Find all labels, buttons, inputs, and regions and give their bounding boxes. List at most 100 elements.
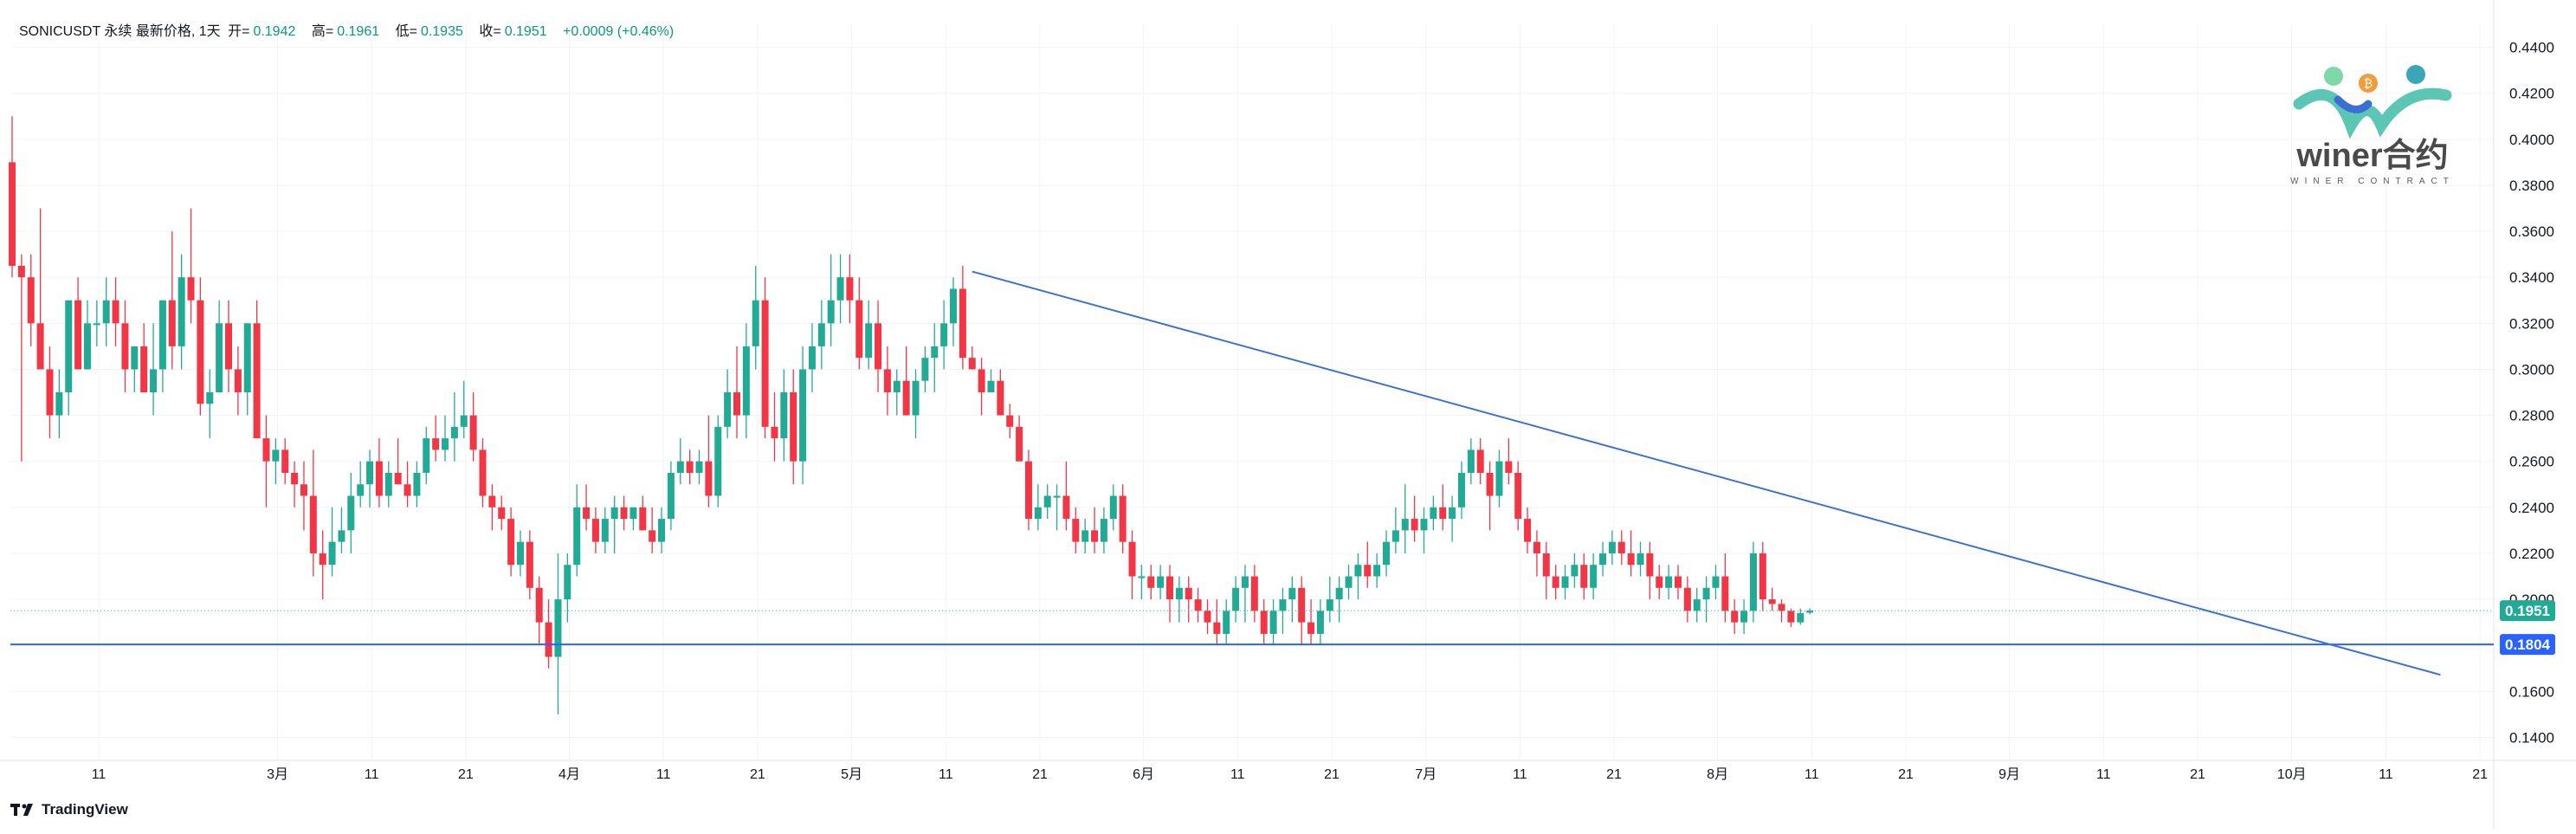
symbol-header: SONICUSDT 永续 最新价格, 1天 开= 0.1942 高= 0.1961 … (19, 19, 677, 40)
low-label: 低= (395, 24, 417, 39)
x-tick-label: 21 (2190, 767, 2205, 782)
x-tick-label: 8月 (1707, 767, 1728, 782)
candle-body (1241, 576, 1249, 588)
candle-body (1373, 565, 1381, 577)
candle-body (347, 495, 355, 531)
candle-body (564, 565, 571, 600)
candle-body (442, 438, 449, 450)
x-tick-label: 11 (1804, 767, 1819, 782)
candle-body (799, 369, 807, 462)
candle-body (150, 369, 158, 392)
candle-body (855, 300, 863, 359)
candle-body (1617, 541, 1625, 553)
candle-body (328, 541, 336, 566)
candle-body (423, 438, 430, 473)
candle-body (1128, 541, 1136, 577)
candle-body (1787, 611, 1795, 623)
candle-body (102, 300, 110, 324)
watermark-name: winer合约 (2295, 138, 2448, 174)
candle-body (9, 162, 16, 266)
tradingview-brand[interactable]: TradingView (10, 801, 128, 818)
candle-body (1364, 565, 1372, 577)
candle-body (1740, 611, 1748, 623)
candle-body (1091, 530, 1099, 542)
y-tick-label: 0.3000 (2509, 361, 2554, 378)
candle-body (1580, 565, 1588, 588)
candle-body (1288, 587, 1296, 600)
candle-body (714, 426, 722, 496)
candle-body (883, 369, 891, 392)
candle-body (460, 415, 468, 427)
candle-body (216, 323, 223, 392)
candle-body (1260, 611, 1268, 634)
candle-body (1006, 415, 1014, 427)
resistance-trendline (972, 270, 2441, 676)
watermark-logo: ₿ winer合约 WINER CONTRACT (2290, 65, 2455, 186)
candle-body (46, 369, 54, 416)
candle-body (742, 346, 750, 416)
x-tick-label: 21 (1032, 767, 1048, 782)
candle-body (1552, 576, 1559, 588)
change-value: +0.0009 (+0.46%) (563, 24, 675, 39)
candle-body (1430, 507, 1437, 520)
candle-body (921, 358, 929, 381)
candle-body (1147, 576, 1155, 588)
candle-body (752, 300, 759, 346)
candle-body (629, 507, 637, 520)
candle-body (1166, 576, 1174, 600)
candle-body (902, 380, 910, 416)
x-tick-label: 4月 (558, 767, 580, 782)
x-tick-label: 11 (656, 767, 671, 782)
x-tick-label: 5月 (841, 767, 862, 782)
candle-body (1457, 472, 1465, 508)
y-tick-label: 0.3600 (2509, 223, 2554, 240)
watermark-sub: WINER CONTRACT (2290, 177, 2455, 186)
price-tag (2500, 634, 2555, 656)
x-tick-label: 11 (1513, 767, 1527, 782)
candle-body (243, 323, 251, 392)
candle-body (1043, 495, 1051, 508)
candle-body (1693, 599, 1701, 611)
symbol-label: SONICUSDT 永续 最新价格, 1天 (19, 24, 221, 39)
candle-body (140, 346, 148, 392)
candle-body (1768, 599, 1776, 604)
candle-body (526, 541, 533, 588)
candle-body (865, 323, 873, 359)
candle-body (1411, 519, 1418, 531)
candle-body (1138, 576, 1146, 579)
candle-body (1656, 576, 1663, 588)
candle-body (545, 622, 552, 657)
candle-body (83, 323, 91, 370)
candle-body (1665, 576, 1673, 588)
y-tick-label: 0.4200 (2509, 86, 2554, 102)
candle-body (158, 300, 166, 370)
candle-body (1524, 519, 1532, 542)
candle-body (686, 461, 694, 473)
x-tick-label: 11 (939, 767, 953, 782)
x-tick-label: 10月 (2277, 767, 2307, 782)
candle-body (1721, 576, 1729, 611)
candle-body (1081, 530, 1089, 542)
candle-body (168, 300, 176, 346)
candle-body (366, 461, 374, 485)
x-tick-label: 6月 (1133, 767, 1154, 782)
y-tick-label: 0.2800 (2509, 408, 2554, 424)
candle-body (272, 449, 280, 462)
high-label: 高= (311, 24, 334, 39)
candle-body (987, 380, 995, 392)
candle-body (808, 346, 816, 370)
candle-body (36, 323, 44, 370)
candle-body (573, 507, 581, 566)
x-tick-label: 11 (92, 767, 107, 782)
candle-body (375, 461, 383, 496)
candle-body (1016, 426, 1023, 462)
candle-body (479, 449, 487, 496)
candle-body (1449, 507, 1456, 520)
candle-body (74, 300, 82, 370)
candle-body (620, 507, 628, 520)
candle-body (262, 438, 270, 462)
candle-body (1269, 611, 1277, 634)
candle-body (1335, 587, 1343, 600)
